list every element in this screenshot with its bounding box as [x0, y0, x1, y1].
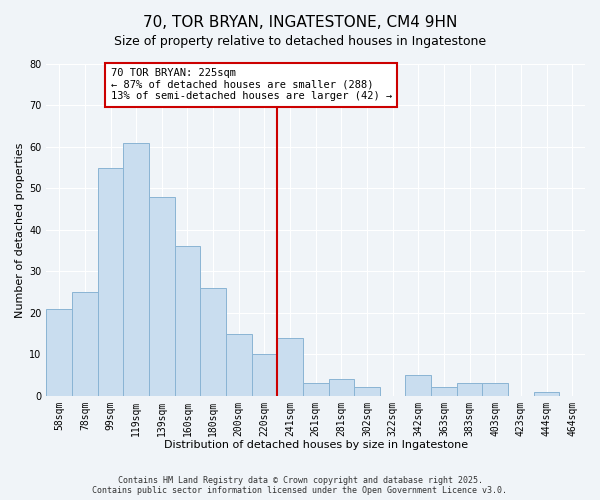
Bar	[98, 168, 124, 396]
Text: Contains HM Land Registry data © Crown copyright and database right 2025.
Contai: Contains HM Land Registry data © Crown c…	[92, 476, 508, 495]
Bar	[482, 384, 508, 396]
Bar	[149, 196, 175, 396]
Bar	[200, 288, 226, 396]
Bar	[175, 246, 200, 396]
Bar	[303, 384, 329, 396]
Bar	[457, 384, 482, 396]
Bar	[226, 334, 251, 396]
Y-axis label: Number of detached properties: Number of detached properties	[15, 142, 25, 318]
Text: 70, TOR BRYAN, INGATESTONE, CM4 9HN: 70, TOR BRYAN, INGATESTONE, CM4 9HN	[143, 15, 457, 30]
Text: Size of property relative to detached houses in Ingatestone: Size of property relative to detached ho…	[114, 35, 486, 48]
Bar	[277, 338, 303, 396]
Bar	[46, 308, 72, 396]
Bar	[431, 388, 457, 396]
Bar	[329, 379, 354, 396]
Bar	[251, 354, 277, 396]
Bar	[354, 388, 380, 396]
Bar	[124, 143, 149, 396]
Text: 70 TOR BRYAN: 225sqm
← 87% of detached houses are smaller (288)
13% of semi-deta: 70 TOR BRYAN: 225sqm ← 87% of detached h…	[110, 68, 392, 102]
X-axis label: Distribution of detached houses by size in Ingatestone: Distribution of detached houses by size …	[164, 440, 468, 450]
Bar	[534, 392, 559, 396]
Bar	[406, 375, 431, 396]
Bar	[72, 292, 98, 396]
